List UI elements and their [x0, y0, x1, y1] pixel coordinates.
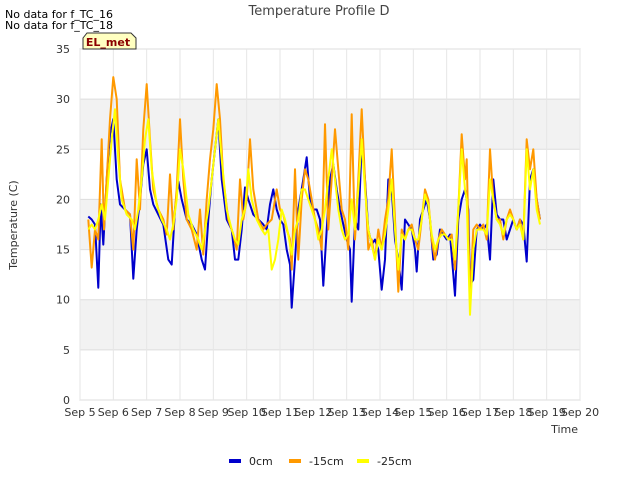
no-data-note-2: No data for f_TC_18 [5, 19, 113, 32]
x-tick-label: Sep 13 [328, 406, 366, 419]
legend: 0cm -15cm -25cm [229, 455, 412, 468]
legend-label: 0cm [249, 455, 273, 468]
station-badge-label: EL_met [86, 36, 130, 49]
y-tick-label: 35 [56, 43, 70, 56]
chart-title: Temperature Profile D [247, 4, 389, 19]
x-tick-label: Sep 14 [361, 406, 399, 419]
y-axis-label: Temperature (C) [7, 180, 20, 270]
x-tick-label: Sep 8 [164, 406, 195, 419]
x-tick-label: Sep 7 [131, 406, 162, 419]
y-tick-label: 5 [63, 344, 70, 357]
grid-bands [80, 99, 580, 350]
series-line-15cm [87, 76, 541, 301]
x-tick-label: Sep 11 [261, 406, 299, 419]
y-tick-label: 20 [56, 193, 70, 206]
x-tick-label: Sep 6 [98, 406, 129, 419]
x-tick-label: Sep 15 [394, 406, 432, 419]
grid-band [80, 299, 580, 350]
grid-band [80, 99, 580, 150]
x-tick-label: Sep 18 [494, 406, 532, 419]
x-tick-label: Sep 20 [561, 406, 599, 419]
station-badge: EL_met [82, 32, 137, 50]
y-tick-label: 25 [56, 143, 70, 156]
legend-label: -15cm [309, 455, 344, 468]
series-layer [87, 76, 541, 316]
x-tick-label: Sep 5 [64, 406, 95, 419]
horizontal-gridlines [80, 48, 580, 401]
y-tick-label: 10 [56, 294, 70, 307]
x-tick-label: Sep 12 [294, 406, 332, 419]
y-tick-label: 15 [56, 244, 70, 257]
legend-swatch [357, 459, 369, 463]
y-tick-label: 0 [63, 394, 70, 407]
no-data-note-1: No data for f_TC_16 [5, 8, 113, 21]
x-tick-label: Sep 17 [461, 406, 499, 419]
series-line-25cm [87, 108, 541, 316]
x-tick-label: Sep 10 [228, 406, 266, 419]
vertical-gridlines [79, 49, 581, 400]
legend-label: -25cm [377, 455, 412, 468]
y-tick-labels: 0 5 10 15 20 25 30 35 [56, 43, 70, 407]
legend-swatch [289, 459, 301, 463]
x-tick-label: Sep 19 [528, 406, 566, 419]
legend-swatch [229, 459, 241, 463]
x-tick-label: Sep 9 [198, 406, 229, 419]
x-tick-label: Sep 16 [428, 406, 466, 419]
x-axis-label: Time [550, 423, 578, 436]
y-tick-label: 30 [56, 93, 70, 106]
